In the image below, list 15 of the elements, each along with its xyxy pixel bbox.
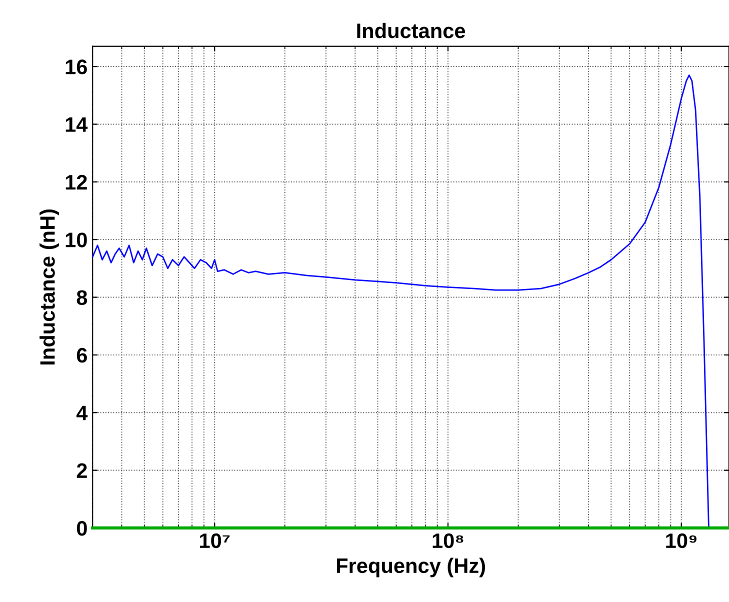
y-tick-label: 12	[66, 174, 87, 190]
y-tick-label: 2	[76, 463, 87, 478]
y-tick-label: 14	[66, 117, 88, 132]
y-tick-label: 0	[76, 520, 87, 536]
y-tick-label: 8	[76, 290, 88, 305]
y-tick-label: 4	[76, 406, 88, 420]
x-axis-title: Frequency (Hz)	[336, 558, 485, 578]
y-tick-label: 16	[66, 60, 87, 74]
y-tick-label: 10	[66, 232, 87, 248]
x-tick-label: 10⁷	[200, 533, 230, 548]
y-tick-label: 6	[76, 348, 87, 363]
x-tick-label: 10⁸	[432, 533, 464, 548]
x-tick-label: 10⁹	[666, 533, 696, 548]
chart-title: Inductance	[357, 22, 466, 38]
y-axis-title: Inductance (nH)	[40, 209, 59, 364]
